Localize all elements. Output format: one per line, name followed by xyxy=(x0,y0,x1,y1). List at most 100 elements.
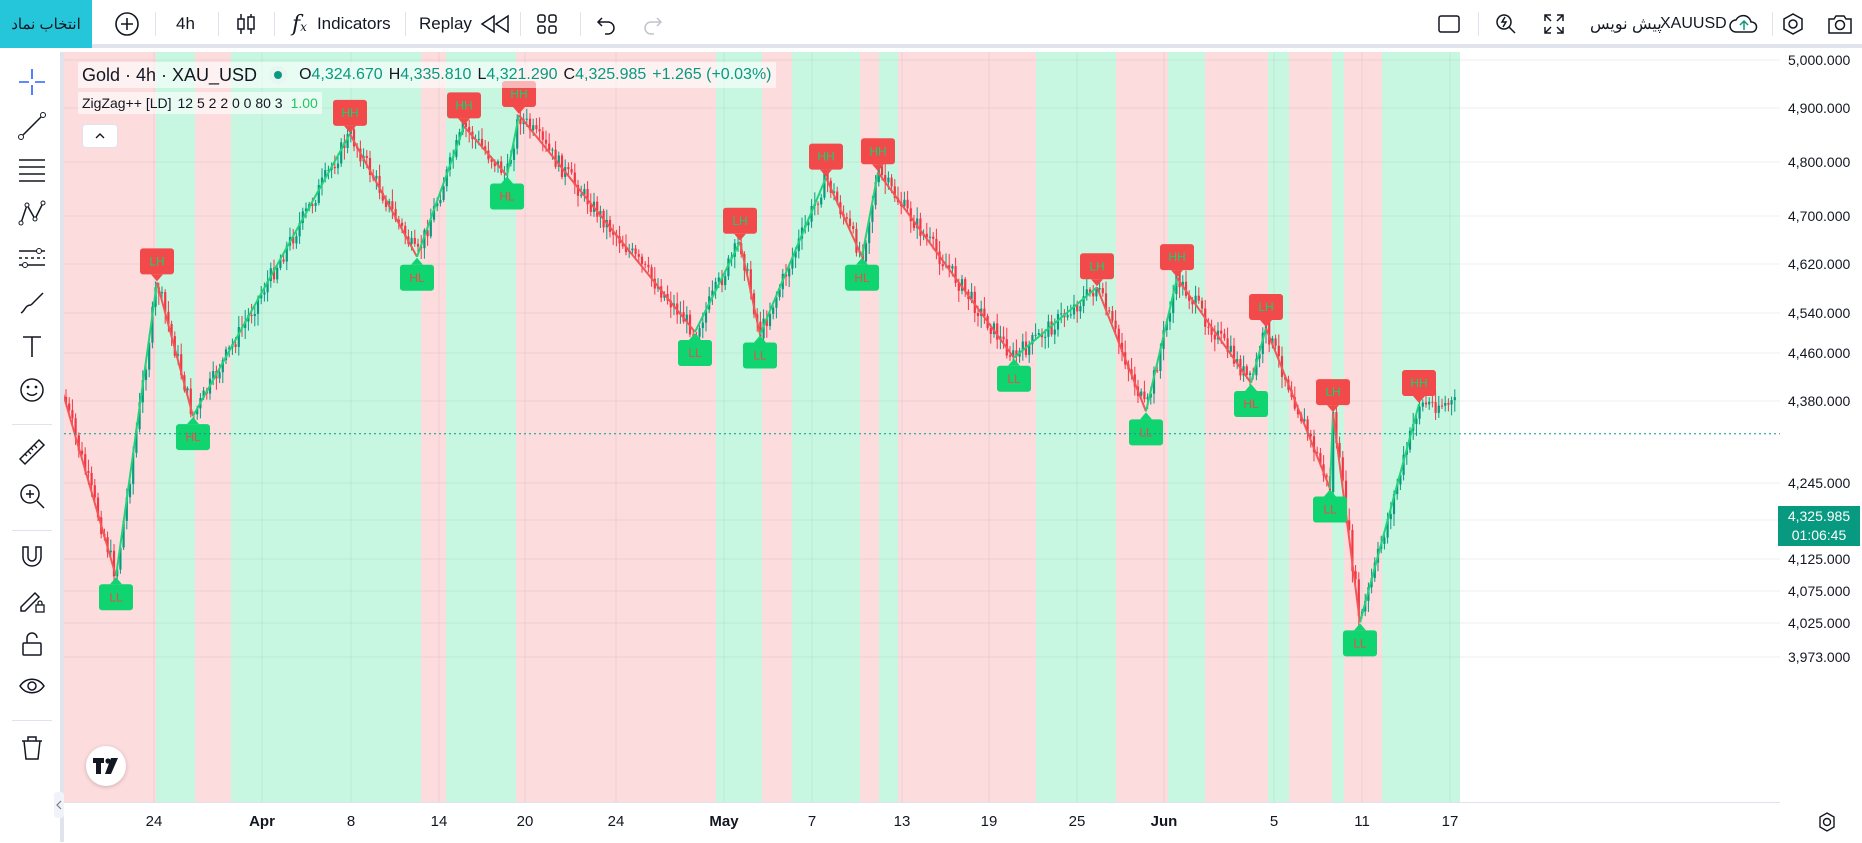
candle-body xyxy=(1079,306,1082,312)
candle-body xyxy=(311,204,314,206)
zigzag-segment xyxy=(1250,327,1267,384)
pivot-label-ll: LL xyxy=(997,358,1031,392)
market-status-dot[interactable] xyxy=(269,66,288,84)
indicator-legend[interactable]: ZigZag++ [LD] 12 5 2 2 0 0 80 3 1.00 xyxy=(78,92,322,114)
candle-body xyxy=(1178,271,1181,288)
candle-body xyxy=(368,157,372,175)
legend-title[interactable]: Gold · 4h · XAU_USD xyxy=(82,64,258,85)
pivot-text: HH xyxy=(510,87,527,101)
candle-body xyxy=(576,184,580,196)
candle-body xyxy=(1104,293,1108,311)
tradingview-logo[interactable] xyxy=(86,746,126,786)
forecast-tool[interactable] xyxy=(14,240,50,276)
visibility-tool[interactable] xyxy=(14,668,50,704)
candle-body xyxy=(893,186,896,198)
right-symbol-label[interactable]: XAUUSD xyxy=(1660,15,1727,32)
candle-body xyxy=(720,277,724,286)
fib-tool[interactable] xyxy=(14,152,50,188)
candle-body xyxy=(554,149,557,167)
collapse-toolbar-handle[interactable] xyxy=(54,792,64,818)
gear-icon xyxy=(1819,812,1835,832)
cloud-save-button[interactable] xyxy=(1728,0,1760,48)
trend-line-tool[interactable] xyxy=(14,108,50,144)
candle-body xyxy=(640,256,644,264)
crosshair-tool[interactable] xyxy=(14,64,50,100)
candle-body xyxy=(80,450,84,455)
candle-body xyxy=(1060,313,1063,315)
price-chart[interactable]: LLLHHLHHHLHHHLHHLLLHLLHHHLHHLLLHLLHHHLLH… xyxy=(59,52,1780,802)
candle-body xyxy=(951,266,954,269)
chart-pane[interactable]: LL LH HL HH HL HH HL HH LL LH LL HH HL HH LL LH LL HH HL LH… xyxy=(59,52,1780,802)
pivot-label-ll: LL xyxy=(1343,623,1377,657)
draft-label[interactable]: پیش نویس xyxy=(1590,16,1662,33)
candle-body xyxy=(669,300,672,308)
pivot-label-hl: HL xyxy=(176,417,210,451)
settings-button[interactable] xyxy=(1780,0,1806,48)
replay-button[interactable]: Replay xyxy=(419,0,512,48)
zigzag-segment xyxy=(463,125,508,177)
fullscreen-button[interactable] xyxy=(1542,0,1566,48)
candle-body xyxy=(996,323,999,340)
interval-button[interactable]: 4h xyxy=(176,14,195,33)
candle-body xyxy=(589,204,592,212)
redo-button[interactable] xyxy=(642,0,664,48)
price-axis[interactable]: 5,000.000 4,900.000 4,800.000 4,700.000 4,62… xyxy=(1780,52,1862,802)
lock-drawings-tool[interactable] xyxy=(14,582,50,618)
text-tool[interactable] xyxy=(14,328,50,364)
top-toolbar: انتخاب نماد 4h fx Indicators Replay پیش … xyxy=(0,0,1862,48)
measure-tool[interactable] xyxy=(14,434,50,470)
pivot-label-lh: LH xyxy=(1249,294,1283,327)
candle-body xyxy=(320,177,324,186)
magnet-tool[interactable] xyxy=(14,538,50,574)
pivot-text: HH xyxy=(1410,376,1427,390)
candle-body xyxy=(1319,452,1322,465)
time-tick-label: 8 xyxy=(346,813,356,830)
candle-body xyxy=(1325,475,1328,477)
candle-body xyxy=(285,245,288,262)
time-tick-label: 14 xyxy=(430,813,448,830)
candle-body xyxy=(567,167,570,170)
bullish-zone xyxy=(446,52,516,802)
remove-drawings-tool[interactable] xyxy=(14,730,50,766)
symbol-select-button[interactable]: انتخاب نماد xyxy=(0,0,92,48)
candle-body xyxy=(1210,327,1213,335)
candle-body xyxy=(1117,328,1120,343)
candle-body xyxy=(954,266,957,283)
pivot-text: HL xyxy=(185,430,201,444)
collapse-legend-button[interactable] xyxy=(82,124,118,148)
chevron-up-icon xyxy=(95,133,105,139)
snapshot-button[interactable] xyxy=(1826,0,1854,48)
pivot-text: LL xyxy=(1007,372,1021,386)
time-axis[interactable]: 24 Apr 8 14 20 24 May 7 13 19 25 Jun 5 11 17 xyxy=(64,802,1835,843)
time-tick-label: 17 xyxy=(1441,813,1459,830)
bullish-zone xyxy=(879,52,898,802)
lock-all-tool[interactable] xyxy=(14,626,50,662)
pattern-tool[interactable] xyxy=(14,196,50,232)
add-symbol-button[interactable] xyxy=(114,0,140,48)
candle-body xyxy=(820,197,823,205)
bullish-zone xyxy=(1168,52,1205,802)
emoji-tool[interactable] xyxy=(14,372,50,408)
empty-future-area xyxy=(1460,52,1780,802)
candle-body xyxy=(1050,321,1053,335)
brush-tool[interactable] xyxy=(14,284,50,320)
candle-body xyxy=(1108,310,1111,312)
candle-body xyxy=(1453,397,1456,401)
chart-type-button[interactable] xyxy=(234,0,258,48)
drawing-toolbar xyxy=(0,52,64,842)
drawing-rect-button[interactable] xyxy=(1437,0,1461,48)
candle-body xyxy=(973,291,976,313)
layouts-button[interactable] xyxy=(535,0,559,48)
price-tick-label: 4,700.000 xyxy=(1788,208,1851,224)
indicators-button[interactable]: fx Indicators xyxy=(292,0,391,48)
zoom-tool[interactable] xyxy=(14,478,50,514)
candle-body xyxy=(253,313,256,317)
undo-button[interactable] xyxy=(595,0,617,48)
candle-body xyxy=(717,277,720,282)
plus-circle-icon xyxy=(115,12,139,36)
candle-body xyxy=(557,155,560,167)
indicator-name: ZigZag++ [LD] xyxy=(82,95,172,111)
chart-settings-button[interactable] xyxy=(1816,811,1838,838)
candle-body xyxy=(692,334,695,336)
quick-search-button[interactable] xyxy=(1494,0,1518,48)
